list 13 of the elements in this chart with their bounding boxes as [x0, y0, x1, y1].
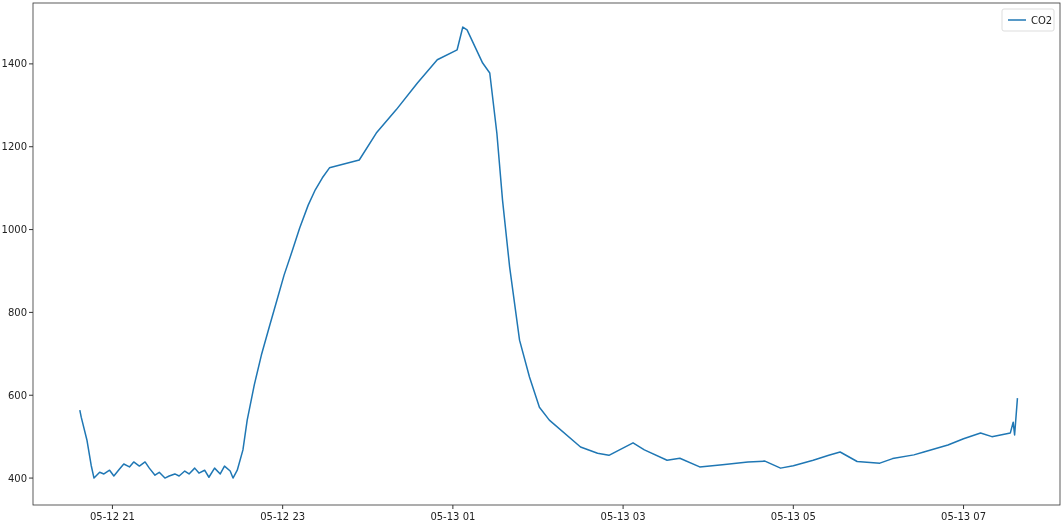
y-tick-label: 400 — [7, 472, 27, 484]
y-tick-label: 1200 — [1, 141, 27, 153]
x-tick-label: 05-13 07 — [941, 511, 987, 522]
y-tick-label: 800 — [7, 306, 27, 318]
x-tick-label: 05-12 21 — [89, 511, 135, 522]
x-tick-label: 05-13 01 — [430, 511, 476, 522]
x-tick-label: 05-13 05 — [770, 511, 816, 522]
y-tick-label: 1400 — [1, 58, 27, 70]
x-tick-label: 05-12 23 — [260, 511, 306, 522]
y-tick-label: 1000 — [1, 224, 27, 236]
legend-label: CO2 — [1031, 14, 1053, 26]
x-tick-label: 05-13 03 — [600, 511, 646, 522]
y-tick-label: 600 — [7, 389, 27, 401]
